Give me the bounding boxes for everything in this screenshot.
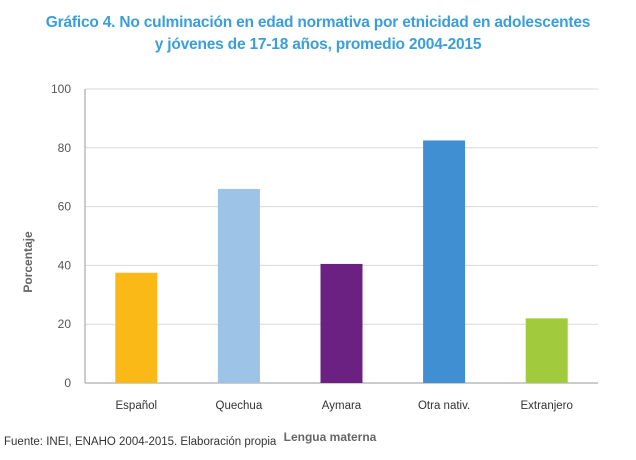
- y-tick-label: 40: [58, 258, 72, 272]
- gridlines: [84, 88, 598, 384]
- chart-title-line-1: Gráfico 4. No culminación en edad normat…: [45, 14, 591, 31]
- y-axis-title: Porcentaje: [21, 231, 35, 293]
- x-category-label: Quechua: [216, 400, 263, 412]
- bar-2: [320, 263, 363, 383]
- bar-4: [525, 318, 568, 383]
- x-category-label: Extranjero: [520, 400, 572, 412]
- x-axis-title: Lengua materna: [284, 430, 377, 444]
- x-axis-categories: Español Quechua Aymara Otra nativ. Extranjer…: [116, 400, 573, 412]
- source-note: Fuente: INEI, ENAHO 2004-2015. Elaboraci…: [4, 436, 277, 448]
- x-category-label: Aymara: [322, 400, 362, 412]
- x-category-label: Español: [116, 400, 158, 412]
- x-category-label: Otra nativ.: [418, 400, 470, 412]
- bar-0: [115, 272, 158, 383]
- bars: [115, 140, 568, 383]
- y-tick-label: 0: [64, 376, 71, 390]
- chart-title: Gráfico 4. No culminación en edad normat…: [0, 12, 636, 56]
- chart-title-line-2: y jóvenes de 17-18 años, promedio 2004-2…: [154, 36, 482, 53]
- bar-1: [217, 188, 260, 383]
- y-tick-label: 60: [58, 200, 72, 214]
- y-tick-label: 80: [58, 141, 72, 155]
- y-axis-ticks: 0 20 40 60 80 100: [51, 82, 71, 390]
- y-tick-label: 20: [58, 317, 72, 331]
- y-tick-label: 100: [51, 82, 71, 96]
- bar-3: [423, 140, 466, 383]
